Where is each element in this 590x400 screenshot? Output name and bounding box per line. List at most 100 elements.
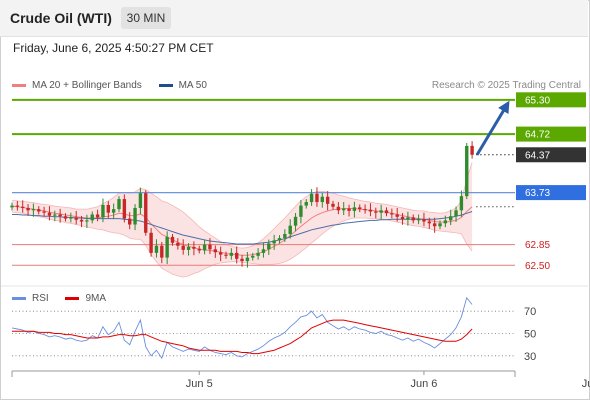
candle xyxy=(277,235,282,244)
current-price-label-box xyxy=(516,147,586,163)
candle-body xyxy=(432,223,437,227)
candle-body xyxy=(202,244,207,251)
candle-body xyxy=(400,216,405,220)
candle xyxy=(154,239,159,258)
candle xyxy=(10,202,14,211)
candle-body xyxy=(224,254,228,256)
candle xyxy=(213,245,217,258)
timeframe-button[interactable]: 30 MIN xyxy=(121,7,171,29)
candle xyxy=(384,207,389,217)
candle xyxy=(240,254,244,267)
candle xyxy=(181,239,185,255)
candle xyxy=(358,204,362,213)
pivot-label: 63.73 xyxy=(525,188,550,199)
candle xyxy=(176,238,180,250)
candle-body xyxy=(74,217,78,220)
candle xyxy=(374,207,378,219)
candle-body xyxy=(261,249,266,253)
candle xyxy=(368,203,373,217)
candle xyxy=(342,202,346,216)
candle xyxy=(106,201,110,219)
candle xyxy=(117,196,121,213)
candle-body xyxy=(470,145,474,155)
rsi-legend: RSI 9MA xyxy=(12,293,120,304)
candle-body xyxy=(283,233,287,239)
candle-body xyxy=(149,232,153,253)
candle xyxy=(202,239,207,255)
x-tick-label: Jun 7 xyxy=(582,378,590,390)
candle xyxy=(470,141,474,159)
source-credit: Research © 2025 Trading Central xyxy=(431,80,581,91)
candle-body xyxy=(379,210,383,213)
candle-body xyxy=(37,209,41,212)
candle xyxy=(299,199,303,224)
candle-body xyxy=(363,209,367,211)
candle-body xyxy=(192,246,196,249)
rsi-tick-label: 30 xyxy=(524,351,536,363)
chart-header: Crude Oil (WTI) 30 MIN xyxy=(0,0,588,37)
candle xyxy=(218,246,223,262)
candle-body xyxy=(272,240,276,244)
candle xyxy=(251,252,255,261)
pivot-label-box xyxy=(516,185,586,201)
legend-item-rsi: RSI xyxy=(12,293,49,304)
candle xyxy=(320,192,324,208)
candle-body xyxy=(213,249,217,253)
candle xyxy=(411,214,415,224)
candle xyxy=(256,248,260,260)
candle-body xyxy=(465,145,469,197)
timestamp: Friday, June 6, 2025 4:50:27 PM CET xyxy=(13,41,214,55)
candle-body xyxy=(342,208,346,211)
candle-body xyxy=(406,217,410,220)
resistance-label-box xyxy=(516,126,586,142)
candle xyxy=(449,209,453,226)
resistance-label: 65.30 xyxy=(525,95,550,106)
rsi-9ma-line xyxy=(12,319,473,355)
candle xyxy=(122,194,127,223)
candle xyxy=(395,207,399,222)
price-panel: 65.30 64.72 64.37 63.73 62.85 62.50 xyxy=(10,92,586,278)
candle xyxy=(315,187,319,207)
candle-body xyxy=(245,257,250,262)
candle xyxy=(288,219,292,239)
rsi-line xyxy=(11,296,473,360)
candle xyxy=(160,241,164,264)
candle xyxy=(261,242,266,258)
candle-body xyxy=(170,236,175,243)
candle-body xyxy=(235,252,239,259)
candle-body xyxy=(256,252,260,256)
candle xyxy=(101,198,105,223)
candle-body xyxy=(128,218,132,225)
main-legend: MA 20 + Bollinger Bands MA 50 xyxy=(12,80,221,91)
candle xyxy=(390,208,394,219)
candle xyxy=(224,251,228,259)
candle-body xyxy=(63,216,68,219)
legend-label-rsi: RSI xyxy=(32,293,49,304)
candle xyxy=(63,213,68,222)
candle-body xyxy=(368,209,373,212)
candle xyxy=(90,211,94,224)
candle-body xyxy=(422,219,426,222)
rsi-tick-label: 50 xyxy=(524,329,536,341)
candle-body xyxy=(240,258,244,262)
candle xyxy=(432,217,437,233)
candle xyxy=(37,206,41,215)
x-tick-label: Jun 6 xyxy=(410,378,437,390)
candle-body xyxy=(21,206,25,208)
candle-body xyxy=(304,202,308,206)
bollinger-band-area xyxy=(12,162,473,278)
candle xyxy=(454,206,458,222)
candle-body xyxy=(459,196,464,211)
candles xyxy=(10,141,474,268)
candle xyxy=(138,187,143,215)
candle xyxy=(379,204,383,220)
candle xyxy=(347,204,351,217)
candle-body xyxy=(416,219,421,221)
candle-body xyxy=(347,208,351,211)
candle xyxy=(133,204,137,231)
candle xyxy=(95,209,100,222)
candle xyxy=(363,204,367,214)
candle-body xyxy=(320,196,324,203)
rsi-panel: 70 50 30 xyxy=(11,296,536,363)
candle-body xyxy=(144,193,148,233)
